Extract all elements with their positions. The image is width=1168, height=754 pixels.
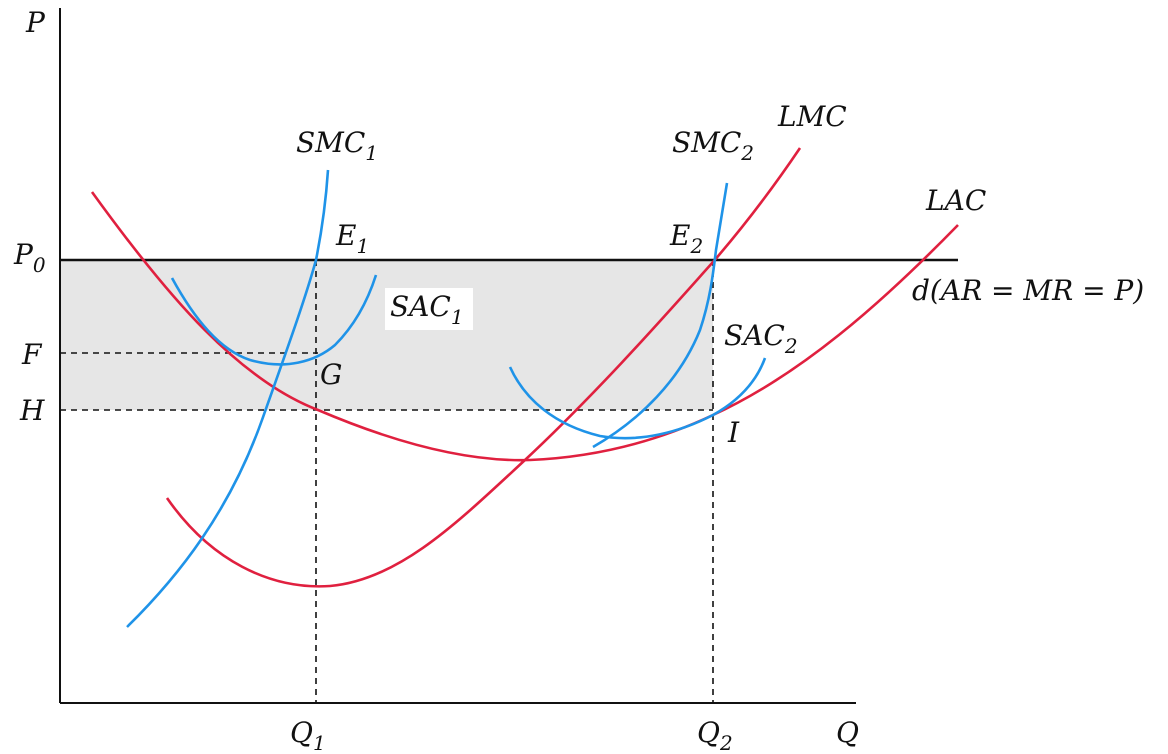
- smc2-curve: [592, 182, 729, 449]
- e1-label: E1: [335, 219, 369, 258]
- e2-label: E2: [669, 219, 703, 258]
- sac1-label: SAC1: [390, 290, 464, 329]
- lmc-curve: [165, 147, 802, 588]
- y-axis-label: P: [25, 6, 46, 39]
- sac1-curve: [170, 274, 378, 366]
- smc1-curve: [126, 169, 330, 628]
- q2-label: Q2: [697, 716, 733, 754]
- lac-curve: [90, 191, 959, 462]
- sac1-label-bg: [385, 288, 473, 330]
- q1-label: Q1: [290, 716, 326, 754]
- f-label: F: [21, 338, 43, 371]
- sac2-label: SAC2: [724, 319, 798, 358]
- p0-label: P0: [13, 238, 46, 277]
- lac-label: LAC: [925, 184, 986, 217]
- smc2-label: SMC2: [672, 126, 754, 165]
- lmc-label: LMC: [777, 100, 847, 133]
- i-label: I: [727, 416, 740, 449]
- x-axis-label: Q: [836, 716, 859, 749]
- sac2-curve: [508, 357, 767, 440]
- profit-area: [60, 260, 713, 410]
- demand-label: d(AR = MR = P): [912, 274, 1144, 307]
- smc1-label: SMC1: [296, 126, 378, 165]
- g-label: G: [320, 358, 342, 391]
- h-label: H: [19, 394, 45, 427]
